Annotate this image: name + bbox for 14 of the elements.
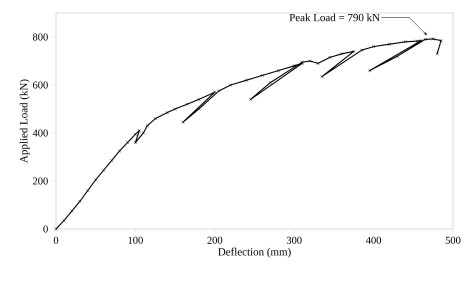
y-tick-label: 800	[32, 33, 48, 41]
y-axis-title: Applied Load (kN)	[20, 79, 30, 163]
annotation: Peak Load = 790 kN	[290, 14, 380, 22]
y-tick-label: 600	[32, 81, 48, 89]
y-tick-label: 200	[32, 177, 48, 185]
x-tick-label: 400	[366, 236, 382, 244]
x-tick-label: 500	[446, 236, 460, 244]
y-tick-label: 0	[43, 225, 48, 233]
x-axis-title: Deflection (mm)	[218, 248, 291, 258]
x-tick-label: 100	[128, 236, 143, 244]
x-tick-label: 0	[54, 236, 58, 244]
x-tick-label: 200	[207, 236, 222, 244]
x-tick-label: 300	[286, 236, 302, 244]
y-tick-label: 400	[32, 129, 48, 137]
